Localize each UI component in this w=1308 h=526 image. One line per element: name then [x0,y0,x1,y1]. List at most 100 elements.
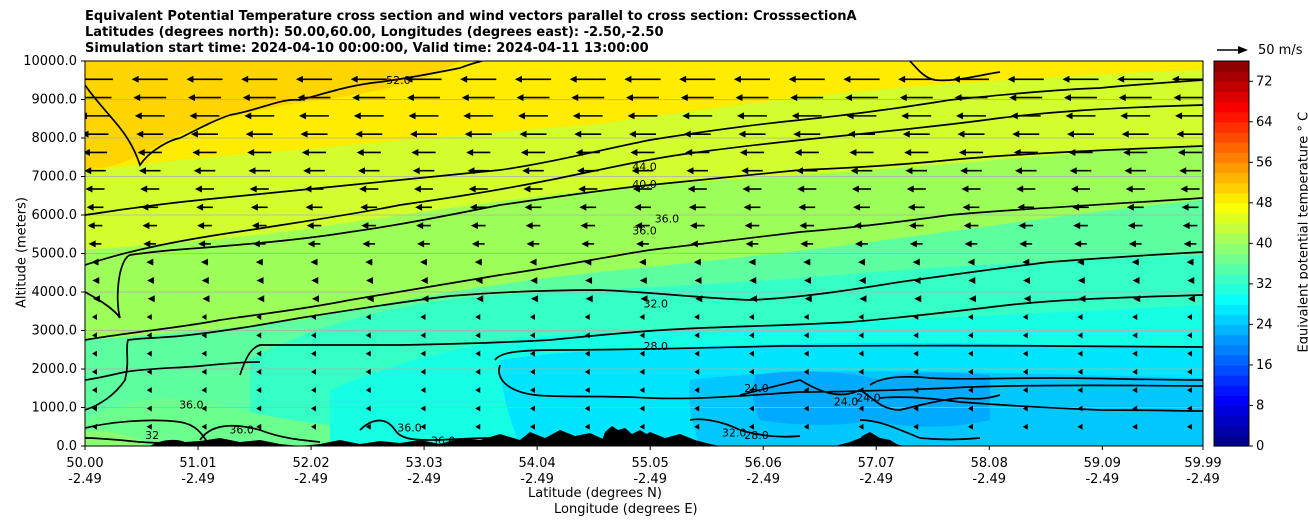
wind-vector-head [908,222,916,230]
wind-vector-head [85,167,92,175]
wind-vector-head [247,148,255,156]
wind-vector-head [571,94,579,102]
wind-vector [1077,387,1083,394]
colorbar-tick-label: 48 [1256,196,1273,211]
colorbar-step [1214,385,1249,396]
wind-vector-head [357,167,365,175]
wind-vector-head [855,240,863,248]
y-tick-label: 7000.0 [32,170,78,185]
wind-vector-head [85,112,88,120]
colorbar-step [1214,273,1249,285]
wind-vector-head [256,276,264,284]
wind-vector-head [961,185,969,193]
wind-vector-head [639,258,647,266]
wind-vector-head [968,276,976,284]
wind-vector-head [1181,203,1189,211]
wind-vector-head [634,203,642,211]
wind-vector-head [901,112,909,120]
wind-vector-head [255,258,263,266]
wind-vector-head [1171,75,1179,83]
plot-area: 52.044.040.036.036.032.028.024.024.024.0… [85,61,1203,447]
wind-vector [584,350,590,357]
contour-48 [85,79,1203,216]
colorbar-tick-label: 16 [1256,358,1273,373]
wind-vector-head [415,203,423,211]
wind-vector-head [194,185,202,193]
wind-vector-head [311,276,319,284]
wind-vector-head [310,258,318,266]
wind-vector-head [743,203,751,211]
wind-vector-head [1183,240,1191,248]
wind-vector-head [968,295,976,303]
wind-vector-head [471,240,479,248]
wind-vector-head [788,75,796,83]
wind-vector [420,350,426,357]
wind-vector [420,332,426,339]
wind-vector-head [131,75,139,83]
wind-vector-head [520,148,528,156]
wind-vector-head [137,148,145,156]
wind-vector-head [1068,148,1076,156]
wind-vector-head [198,240,206,248]
terrain-bump [855,432,900,446]
wind-vector-head [1012,130,1020,138]
wind-vector [1132,314,1138,321]
wind-vector [311,368,316,375]
wind-vector-head [1077,258,1085,266]
contour-label: 32 [145,429,159,442]
wind-vector [256,314,262,321]
x-axis-label-lat: Latitude (degrees N) [528,486,662,501]
wind-vector-head [366,295,374,303]
x-axis-label-lon: Longitude (degrees E) [554,502,698,517]
x-tick-label-lat: 52.02 [292,456,329,471]
wind-vector-head [569,75,577,83]
y-tick-label: 4000.0 [32,285,78,300]
wind-vector-head [525,222,533,230]
x-tick-label-lon: -2.49 [520,472,554,487]
wind-vector [201,423,207,430]
wind-vector-head [142,222,150,230]
colorbar-label: Equivalent potential temperature ° C [1296,112,1308,353]
wind-vector-head [304,185,312,193]
wind-vector [365,332,371,339]
x-tick-label-lon: -2.49 [181,472,215,487]
wind-vector [311,405,316,412]
wind-vector-head [189,112,197,120]
wind-vector [475,405,481,412]
wind-vector [1187,350,1192,357]
wind-vector-head [693,258,701,266]
x-tick-label-lon: -2.49 [972,472,1006,487]
colorbar-step [1214,212,1249,224]
wind-vector-head [87,222,95,230]
wind-vector [694,387,700,394]
wind-vector [1132,332,1138,339]
contour-label: 36.0 [397,421,422,434]
title-line-1: Equivalent Potential Temperature cross s… [85,9,857,24]
wind-vector [201,332,207,339]
wind-vector [639,368,645,375]
wind-vector [146,368,152,375]
wind-vector-head [405,75,413,83]
wind-vector-head [1064,94,1072,102]
wind-vector-head [248,167,256,175]
wind-vector [913,405,919,412]
wind-vector-head [1069,167,1077,175]
wind-vector-head [474,258,482,266]
wind-vector-head [470,222,478,230]
wind-vector [694,314,700,321]
wind-vector [584,423,590,430]
wind-vector [365,387,371,394]
wind-vector-head [303,167,311,175]
wind-vector-head [963,222,971,230]
x-tick-label-lon: -2.49 [1085,472,1119,487]
wind-vector [530,314,535,321]
contour-label: 36.0 [431,434,456,447]
wind-vector-head [635,222,643,230]
wind-vector [968,368,973,375]
colorbar-tick-label: 72 [1256,74,1273,89]
wind-vector [146,423,152,430]
wind-vector [146,314,152,321]
wind-vector-head [956,112,964,120]
wind-vector [92,314,97,321]
wind-vector [311,387,316,394]
